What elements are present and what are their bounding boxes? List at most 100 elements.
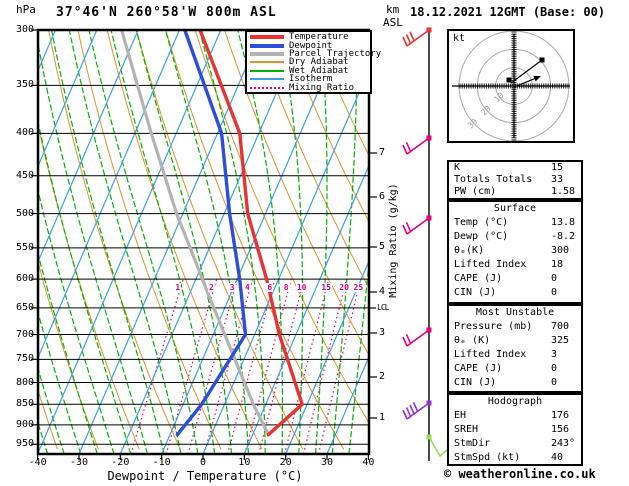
legend-label: Temperature xyxy=(289,32,349,43)
legend-item: Isotherm xyxy=(250,75,370,84)
isotherm-line xyxy=(326,355,369,454)
legend-label: Wet Adiabat xyxy=(289,65,349,76)
panel-hodograph-panel: Hodograph EH 176 SREH 156 StmDir 243° StmSpd (k… xyxy=(447,393,583,466)
mixing-ratio-axis-label: Mixing Ratio (g/kg) xyxy=(388,183,399,298)
altitude-axis-unit-asl: ASL xyxy=(383,16,403,29)
panel-row: Totals Totals 33 xyxy=(449,174,581,186)
panel-row-label: CIN (J) xyxy=(454,287,497,298)
wind-barb xyxy=(402,27,432,47)
pressure-tick-label: 350 xyxy=(15,79,34,91)
wet-adiabat-line xyxy=(0,28,15,454)
wet-adiabat-line xyxy=(38,119,132,454)
isotherm-line xyxy=(119,30,305,454)
wet-adiabat-line xyxy=(237,30,283,454)
temp-tick-label: -10 xyxy=(152,457,171,468)
mixing-ratio-label: 10 xyxy=(295,283,308,293)
altitude-axis-unit-km: km xyxy=(386,3,400,16)
legend-item: Parcel Trajectory xyxy=(250,49,381,58)
mixing-ratio-label: 3 xyxy=(228,283,236,293)
panel-row: Lifted Index 18 xyxy=(449,258,581,272)
temp-tick-label: -20 xyxy=(111,457,130,468)
legend: Temperature Dewpoint Parcel Trajectory Dry … xyxy=(245,30,381,94)
panel-row-label: StmDir xyxy=(454,438,491,449)
dry-adiabat-line xyxy=(165,30,345,450)
pressure-axis-unit: hPa xyxy=(16,3,36,16)
legend-item: Dry Adiabat xyxy=(250,58,370,67)
temp-tick-label: 10 xyxy=(238,457,251,468)
wind-barb xyxy=(402,327,432,347)
wet-adiabat-line xyxy=(38,366,65,454)
dry-adiabat-line xyxy=(253,30,369,290)
panel-row: CAPE (J) 0 xyxy=(449,272,581,286)
panel-row-label: Totals Totals xyxy=(454,174,533,185)
pressure-tick-label: 300 xyxy=(15,24,34,35)
isotherm-line xyxy=(38,30,222,454)
wet-adiabat-line xyxy=(135,30,233,454)
panel-row: CIN (J) 0 xyxy=(449,376,581,390)
km-tick-label: 1 xyxy=(379,412,386,423)
wet-adiabat-line xyxy=(315,30,328,454)
dry-adiabat-line xyxy=(194,30,369,424)
panel-row-value: 176 xyxy=(551,410,570,421)
dry-adiabat-line xyxy=(38,122,140,450)
panel-row: θₑ(K) 300 xyxy=(449,244,581,258)
wet-adiabat-line xyxy=(110,30,216,454)
legend-swatch-isotherm xyxy=(250,78,284,81)
pressure-tick-label: 800 xyxy=(15,376,34,388)
mixing-ratio-label: 8 xyxy=(282,283,290,293)
panel-row: Pressure (mb) 700 xyxy=(449,320,581,334)
isotherm-line xyxy=(243,163,369,454)
panel-row: SREH 156 xyxy=(449,423,581,437)
legend-swatch-temperature xyxy=(250,35,284,40)
wet-adiabat-line xyxy=(331,30,358,454)
wind-barb xyxy=(426,434,450,458)
panel-header: Surface xyxy=(493,203,537,214)
pressure-tick-label: 550 xyxy=(15,241,34,253)
mixing-ratio-label: 4 xyxy=(244,283,251,293)
storm-motion-vector xyxy=(513,76,538,88)
panel-header: Hodograph xyxy=(487,396,543,407)
hodograph-ring-label: 10 xyxy=(492,91,505,104)
legend-swatch-parcel-trajectory xyxy=(250,51,284,56)
pressure-tick-label: 600 xyxy=(15,273,34,285)
hodograph-trace-marker xyxy=(506,77,512,83)
panel-row-label: EH xyxy=(454,410,467,421)
isotherm-line xyxy=(285,259,369,454)
legend-label: Dewpoint xyxy=(289,40,333,51)
panel-row: StmDir 243° xyxy=(449,437,581,451)
wet-adiabat-line xyxy=(68,30,182,454)
pressure-tick-label: 750 xyxy=(15,353,34,365)
profile-dewpoint xyxy=(175,30,248,437)
legend-swatch-dewpoint xyxy=(250,43,284,48)
dry-adiabat-line xyxy=(38,259,99,450)
isotherm-line xyxy=(38,30,139,264)
panel-row: CAPE (J) 0 xyxy=(449,362,581,376)
panel-row: StmSpd (kt) 40 xyxy=(449,451,581,465)
isotherm-line xyxy=(78,30,263,454)
panel-row-label: CAPE (J) xyxy=(454,273,503,284)
pressure-tick-label: 850 xyxy=(15,398,34,410)
panel-row-value: 13.8 xyxy=(551,217,576,228)
panel-row-label: PW (cm) xyxy=(454,186,497,197)
panel-row-value: 300 xyxy=(551,245,570,256)
panel-row-label: Pressure (mb) xyxy=(454,321,533,332)
isotherm-line xyxy=(161,30,346,454)
wind-barb xyxy=(402,135,432,155)
panel-row-value: 325 xyxy=(551,335,570,346)
panel-row-label: StmSpd (kt) xyxy=(454,452,521,463)
legend-items: Temperature Dewpoint Parcel Trajectory Dry … xyxy=(250,32,381,93)
km-tick-label: 3 xyxy=(379,327,386,338)
temp-tick-label: 20 xyxy=(279,457,292,468)
panel-row-value: 0 xyxy=(551,287,558,298)
wet-adiabat-line xyxy=(88,30,199,454)
legend-item: Dewpoint xyxy=(250,40,370,51)
wet-adiabat-line xyxy=(164,30,249,454)
legend-label: Mixing Ratio xyxy=(289,82,355,93)
legend-item: Wet Adiabat xyxy=(250,65,370,76)
legend-item: Temperature xyxy=(250,32,370,43)
pressure-tick-label: 450 xyxy=(15,169,34,181)
plot-area xyxy=(0,28,369,454)
km-tick-label: 4 xyxy=(379,286,386,297)
panel-indices: K 15 Totals Totals 33 PW (cm) 1.58 xyxy=(447,160,583,200)
